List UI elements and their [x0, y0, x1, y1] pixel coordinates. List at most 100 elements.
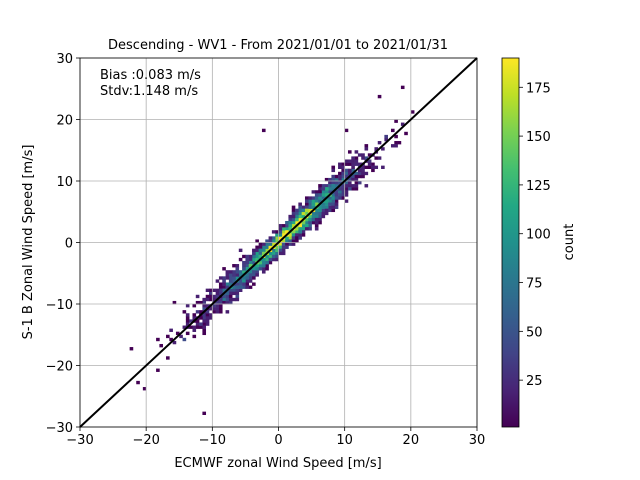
heatmap-cell — [324, 190, 329, 194]
heatmap-cell — [278, 230, 283, 234]
heatmap-cell — [185, 316, 190, 320]
heatmap-cell — [347, 150, 352, 154]
heatmap-cell — [331, 181, 336, 185]
heatmap-cell — [255, 239, 259, 243]
heatmap-cell — [192, 316, 197, 320]
heatmap-cell — [381, 147, 385, 151]
heatmap-cell — [261, 260, 266, 265]
heatmap-cell — [390, 144, 395, 148]
heatmap-cell — [222, 300, 226, 305]
heatmap-cell — [255, 267, 259, 271]
heatmap-cell — [324, 211, 329, 216]
heatmap-cell — [311, 217, 316, 222]
heatmap-cell — [185, 319, 190, 323]
heatmap-cell — [384, 137, 388, 142]
heatmap-cell — [209, 288, 213, 292]
heatmap-cell — [265, 248, 269, 253]
heatmap-cell — [361, 153, 365, 157]
heatmap-cell — [338, 162, 342, 166]
heatmap-cell — [202, 300, 207, 305]
heatmap-cell — [156, 368, 160, 372]
heatmap-cell — [285, 242, 289, 246]
colorbar-ticks: 25 50 75 100 125 150 175 — [519, 81, 551, 389]
heatmap-cell — [271, 251, 276, 256]
heatmap-cell — [295, 208, 299, 213]
heatmap-cell — [347, 184, 352, 188]
heatmap-cell — [228, 294, 233, 299]
heatmap-cell — [321, 190, 326, 194]
heatmap-cell — [341, 187, 345, 191]
heatmap-cell — [344, 193, 349, 197]
heatmap-cell — [295, 220, 299, 225]
heatmap-cell — [202, 316, 207, 320]
heatmap-cell — [212, 304, 216, 308]
heatmap-cell — [205, 297, 210, 302]
heatmap-cell — [354, 187, 359, 191]
heatmap-cell — [205, 294, 210, 299]
heatmap-cell — [205, 316, 210, 320]
heatmap-cell — [285, 230, 289, 234]
heatmap-cell — [331, 184, 336, 188]
heatmap-cell — [314, 199, 319, 203]
heatmap-cell — [288, 242, 293, 246]
heatmap-cell — [314, 224, 319, 228]
heatmap-cell — [308, 196, 312, 200]
heatmap-cell — [291, 242, 296, 246]
heatmap-cell — [212, 307, 216, 311]
heatmap-cell — [228, 273, 233, 277]
heatmap-cell — [248, 264, 253, 268]
heatmap-cell — [129, 347, 134, 351]
heatmap-cell — [364, 165, 369, 169]
heatmap-cell — [328, 208, 332, 213]
heatmap-cell — [298, 230, 302, 234]
heatmap-cell — [304, 227, 309, 231]
heatmap-cell — [215, 291, 220, 296]
heatmap-cell — [228, 276, 233, 280]
heatmap-cell — [222, 267, 226, 271]
heatmap-cell — [218, 310, 223, 314]
heatmap-cell — [367, 153, 372, 157]
colorbar-gradient — [501, 57, 520, 428]
heatmap-cell — [252, 276, 256, 280]
heatmap-cell — [324, 205, 329, 209]
heatmap-cell — [291, 211, 296, 216]
heatmap-cell — [182, 325, 187, 329]
heatmap-cell — [232, 291, 236, 296]
heatmap-cell — [281, 227, 286, 231]
heatmap-cell — [331, 202, 336, 206]
heatmap-cell — [252, 251, 256, 256]
heatmap-cell — [338, 187, 342, 191]
heatmap-cell — [301, 227, 306, 231]
heatmap-cell — [268, 239, 273, 243]
heatmap-cell — [261, 264, 266, 268]
heatmap-cell — [328, 205, 332, 209]
heatmap-cell — [281, 251, 286, 256]
heatmap-cell — [192, 304, 197, 308]
heatmap-cell — [215, 310, 220, 314]
heatmap-cell — [308, 217, 312, 222]
heatmap-cell — [242, 254, 246, 259]
y-tick-label: 20 — [56, 114, 73, 129]
heatmap-cell — [268, 254, 273, 259]
chart-title: Descending - WV1 - From 2021/01/01 to 20… — [108, 38, 448, 53]
heatmap-cell — [268, 251, 273, 256]
heatmap-cell — [212, 310, 216, 314]
colorbar-tick-label: 75 — [526, 277, 543, 292]
heatmap-cell — [245, 279, 250, 283]
heatmap-cell — [169, 328, 173, 332]
heatmap-cell — [328, 199, 332, 203]
heatmap-cell — [225, 276, 230, 280]
heatmap-cell — [301, 233, 306, 237]
heatmap-cell — [255, 257, 259, 262]
heatmap-cell — [377, 156, 382, 160]
heatmap-cell — [261, 242, 266, 246]
heatmap-cell — [331, 208, 336, 213]
x-axis-label: ECMWF zonal Wind Speed [m/s] — [174, 456, 381, 471]
heatmap-cell — [261, 245, 266, 249]
heatmap-cell — [281, 248, 286, 253]
heatmap-cell — [351, 177, 355, 182]
heatmap-cell — [218, 304, 223, 308]
heatmap-cell — [298, 214, 302, 219]
heatmap-cell — [361, 156, 365, 160]
heatmap-cell — [400, 85, 405, 90]
